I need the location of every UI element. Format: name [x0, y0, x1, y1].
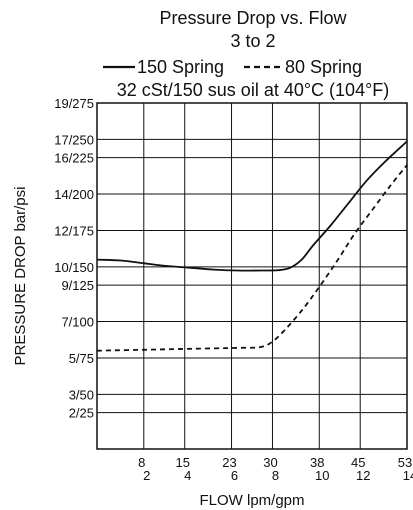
x-axis-label: FLOW lpm/gpm — [199, 492, 304, 509]
y-tick-label: 12/175 — [54, 223, 94, 238]
x-tick-label-lpm: 53 — [398, 455, 412, 470]
x-tick-labels: 82154236308381045125314 — [138, 455, 413, 483]
y-tick-labels: 19/275 17/250 16/225 14/200 12/175 10/150 9/12… — [54, 96, 94, 421]
x-tick-label-gpm: 2 — [143, 468, 150, 483]
x-tick-label-gpm: 10 — [315, 468, 329, 483]
x-tick-label-lpm: 30 — [263, 455, 277, 470]
x-tick-label-gpm: 6 — [231, 468, 238, 483]
y-axis-label: PRESSURE DROP bar/psi — [12, 187, 29, 366]
y-tick-label: 2/25 — [69, 406, 94, 421]
y-tick-label: 7/100 — [61, 315, 94, 330]
y-tick-label: 16/225 — [54, 151, 94, 166]
plot-frame — [96, 102, 408, 450]
series-line-150-spring — [96, 140, 408, 272]
legend-label-150-spring: 150 Spring — [137, 57, 224, 77]
chart-title: Pressure Drop vs. Flow — [159, 8, 347, 28]
y-tick-label: 17/250 — [54, 132, 94, 147]
x-tick-label-gpm: 4 — [184, 468, 191, 483]
x-tick-label-lpm: 8 — [138, 455, 145, 470]
x-tick-label-lpm: 45 — [351, 455, 365, 470]
oil-condition-note: 32 cSt/150 sus oil at 40°C (104°F) — [117, 80, 390, 100]
legend-label-80-spring: 80 Spring — [285, 57, 362, 77]
y-tick-label: 10/150 — [54, 260, 94, 275]
x-tick-label-lpm: 15 — [176, 455, 190, 470]
series-group — [96, 140, 408, 352]
grid — [97, 102, 408, 449]
x-tick-label-gpm: 12 — [356, 468, 370, 483]
chart-subtitle: 3 to 2 — [230, 31, 275, 51]
y-tick-label: 9/125 — [61, 278, 94, 293]
x-tick-label-lpm: 23 — [222, 455, 236, 470]
x-tick-label-gpm: 14 — [403, 468, 413, 483]
y-tick-label: 14/200 — [54, 187, 94, 202]
y-tick-label: 3/50 — [69, 387, 94, 402]
x-tick-label-lpm: 38 — [310, 455, 324, 470]
y-tick-label: 5/75 — [69, 351, 94, 366]
x-tick-label-gpm: 8 — [272, 468, 279, 483]
y-tick-label: 19/275 — [54, 96, 94, 111]
legend: 150 Spring 80 Spring — [103, 57, 362, 77]
